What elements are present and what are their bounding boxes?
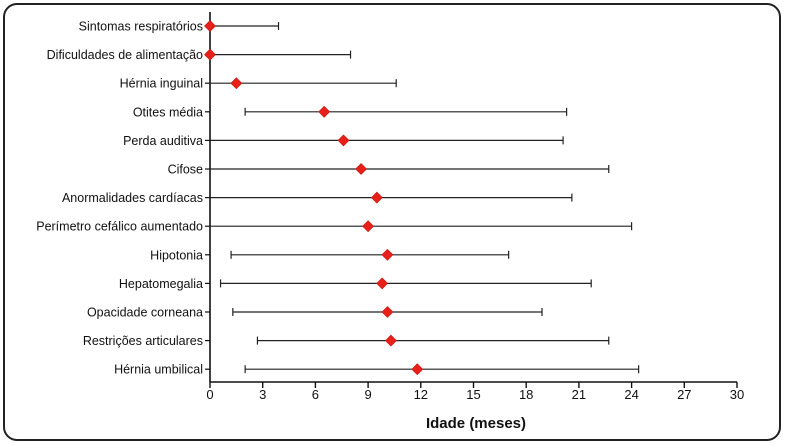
- category-label: Cifose: [168, 163, 203, 177]
- data-point: [381, 306, 394, 318]
- data-point: [204, 48, 216, 61]
- data-point: [411, 363, 424, 376]
- x-tick-label: 18: [519, 387, 533, 402]
- x-tick-label: 12: [414, 387, 428, 402]
- category-label: Sintomas respiratórios: [79, 20, 203, 34]
- x-tick-label: 15: [466, 387, 480, 402]
- category-label: Hérnia inguinal: [120, 77, 203, 91]
- x-tick-label: 3: [259, 387, 266, 402]
- x-tick-label: 21: [572, 387, 586, 402]
- category-label: Dificuldades de alimentação: [47, 48, 203, 62]
- chart-frame: [3, 3, 781, 441]
- data-point: [376, 277, 389, 290]
- data-point: [318, 105, 331, 118]
- data-point: [381, 248, 394, 261]
- data-point: [370, 191, 383, 204]
- category-label: Perímetro cefálico aumentado: [36, 220, 203, 234]
- data-point: [337, 134, 350, 147]
- x-tick-label: 24: [624, 387, 638, 402]
- data-point: [362, 220, 375, 233]
- x-tick-label: 6: [312, 387, 319, 402]
- data-point: [204, 20, 216, 32]
- category-label: Anormalidades cardíacas: [62, 191, 203, 205]
- x-tick-label: 30: [730, 387, 744, 402]
- category-label: Hepatomegalia: [119, 277, 203, 291]
- category-label: Hérnia umbilical: [114, 363, 203, 377]
- category-label: Perda auditiva: [123, 134, 203, 148]
- data-point: [230, 77, 243, 90]
- x-tick-label: 0: [206, 387, 213, 402]
- category-label: Hipotonia: [150, 248, 203, 262]
- category-label: Otites média: [133, 105, 203, 119]
- category-label: Opacidade corneana: [87, 306, 203, 320]
- data-point: [355, 163, 367, 175]
- x-tick-label: 27: [677, 387, 691, 402]
- category-label: Restrições articulares: [83, 334, 203, 348]
- x-axis-label: Idade (meses): [426, 415, 526, 432]
- x-tick-label: 9: [364, 387, 371, 402]
- data-point: [385, 334, 397, 347]
